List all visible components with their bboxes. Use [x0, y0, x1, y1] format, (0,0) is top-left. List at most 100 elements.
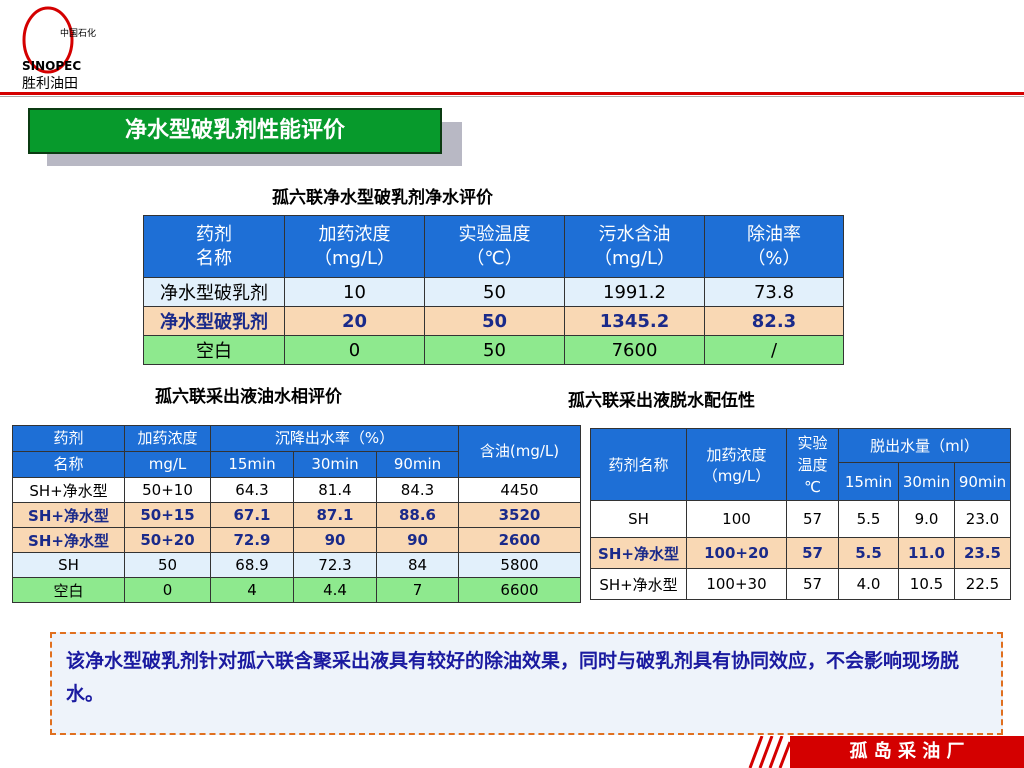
header-cell: 加药浓度 （mg/L） — [686, 428, 787, 501]
table-caption: 孤六联采出液油水相评价 — [155, 387, 342, 407]
table-cell: 5800 — [458, 552, 581, 578]
table-cell: 22.5 — [954, 568, 1011, 600]
header-text: （mg/L） — [313, 247, 396, 269]
table-cell: 68.9 — [210, 552, 294, 578]
header-text: 实验温度 — [458, 223, 531, 245]
table-row: SH+净水型 100+30 57 4.0 10.5 22.5 — [590, 568, 1011, 600]
table-row: SH+净水型 100+20 57 5.5 11.0 23.5 — [590, 537, 1011, 569]
table-cell: 1345.2 — [564, 306, 705, 336]
table-cell: SH+净水型 — [590, 537, 687, 569]
table-cell: 10 — [284, 277, 425, 307]
table-cell: 81.4 — [293, 477, 377, 503]
table-cell: 100+30 — [686, 568, 787, 600]
table-cell: 67.1 — [210, 502, 294, 528]
table-cell: 73.8 — [704, 277, 844, 307]
table-cell: 空白 — [12, 577, 125, 603]
header-cell: 药剂名称 — [143, 215, 285, 278]
header-cell: 脱出水量（ml） — [838, 428, 1011, 463]
header-text: 加药浓度 — [706, 445, 767, 464]
table-cell: 72.9 — [210, 527, 294, 553]
table-cell: 1991.2 — [564, 277, 705, 307]
table-cell: 50 — [424, 277, 565, 307]
header-cell: 药剂 — [12, 425, 125, 452]
table-cell: SH+净水型 — [590, 568, 687, 600]
table-row: 空白 0 4 4.4 7 6600 — [12, 577, 581, 603]
table-cell: 0 — [284, 335, 425, 365]
header-cell: 名称 — [12, 451, 125, 478]
header-cell: 15min — [210, 451, 294, 478]
header-row: 名称 mg/L 15min 30min 90min — [12, 451, 581, 478]
header-cell: mg/L — [124, 451, 211, 478]
table-cell: 10.5 — [898, 568, 955, 600]
table-cell: 0 — [124, 577, 211, 603]
table-cell: 87.1 — [293, 502, 377, 528]
header-text: 实验 — [797, 433, 828, 452]
table-cell: 7600 — [564, 335, 705, 365]
header-cell: 除油率 （%） — [704, 215, 844, 278]
table-cell: 50+10 — [124, 477, 211, 503]
table-cell: 4.0 — [838, 568, 899, 600]
table-caption: 孤六联净水型破乳剂净水评价 — [272, 188, 493, 208]
table-cell: 88.6 — [376, 502, 459, 528]
footer-label: 孤 岛 采 油 厂 — [790, 736, 1024, 768]
header-text: 温度 — [797, 455, 828, 474]
logo-sub: 胜利油田 — [22, 76, 78, 92]
table-cell: 7 — [376, 577, 459, 603]
table: 药剂 名称 加药浓度 （mg/L） 实验温度 （℃） 污水含油 （mg/L） 除油率 （%… — [143, 215, 844, 365]
table-cell: 50 — [424, 306, 565, 336]
table-cell: 2600 — [458, 527, 581, 553]
header-text: （℃） — [466, 247, 523, 269]
table-cell: 57 — [786, 500, 839, 538]
logo: 中国石化 SINOPEC 胜利油田 — [22, 6, 96, 92]
header-cell: 加药浓度 （mg/L） — [284, 215, 425, 278]
header-cell: 90min — [954, 462, 1011, 501]
conclusion-box — [50, 632, 1003, 735]
table-cell: SH+净水型 — [12, 477, 125, 503]
table-cell: 90 — [293, 527, 377, 553]
table-cell: 84 — [376, 552, 459, 578]
header-text: 污水含油 — [598, 223, 671, 245]
table-cell: 50 — [424, 335, 565, 365]
table: 药剂 加药浓度 沉降出水率（%） 含油(mg/L) 名称 mg/L 15min … — [12, 425, 581, 603]
table-body: 净水型破乳剂 10 50 1991.2 73.8 净水型破乳剂 20 50 1345.2 82.3… — [143, 277, 844, 365]
table-cell: 4450 — [458, 477, 581, 503]
header-cell: 实验温度 （℃） — [424, 215, 565, 278]
table-cell: 64.3 — [210, 477, 294, 503]
table-cell: 100+20 — [686, 537, 787, 569]
table-cell: 57 — [786, 568, 839, 600]
table-cell: / — [704, 335, 844, 365]
header-cell: 污水含油 （mg/L） — [564, 215, 705, 278]
table-cell: 11.0 — [898, 537, 955, 569]
table: 药剂名称 加药浓度 （mg/L） 实验 温度 ℃ 脱出水量（ml） 15min 30m… — [590, 428, 1011, 600]
table-row: SH+净水型 50+20 72.9 90 90 2600 — [12, 527, 581, 553]
header-text: （mg/L） — [702, 466, 771, 485]
footer-stripes — [748, 736, 790, 768]
header-text: 名称 — [196, 247, 232, 269]
header-text: （mg/L） — [593, 247, 676, 269]
conclusion-text: 该净水型破乳剂针对孤六联含聚采出液具有较好的除油效果，同时与破乳剂具有协同效应，… — [66, 650, 960, 705]
header-text: ℃ — [804, 477, 821, 496]
table-body: SH+净水型 50+10 64.3 81.4 84.3 4450 SH+净水型 50+15 67… — [12, 477, 581, 603]
header-cell: 30min — [898, 462, 955, 501]
logo-brand: SINOPEC — [22, 59, 81, 73]
table-cell: 50+15 — [124, 502, 211, 528]
header-text: 加药浓度 — [318, 223, 391, 245]
logo-ring — [22, 6, 74, 74]
table-cell: 90 — [376, 527, 459, 553]
stripe — [748, 736, 790, 768]
header-row: 15min 30min 90min — [591, 462, 1011, 501]
header-row: 药剂 加药浓度 沉降出水率（%） 含油(mg/L) — [12, 425, 581, 478]
table-cell: SH+净水型 — [12, 502, 125, 528]
header-rule — [0, 92, 1024, 95]
table-row: SH+净水型 50+15 67.1 87.1 88.6 3520 — [12, 502, 581, 528]
table-row: SH+净水型 50+10 64.3 81.4 84.3 4450 — [12, 477, 581, 503]
header-cell: 加药浓度 — [124, 425, 211, 452]
table-cell: 6600 — [458, 577, 581, 603]
header-text: （%） — [747, 247, 801, 269]
header-cell: 30min — [293, 451, 377, 478]
table-row: 净水型破乳剂 10 50 1991.2 73.8 — [143, 277, 844, 307]
header-rule — [0, 96, 1024, 97]
table-cell: 9.0 — [898, 500, 955, 538]
table-cell: 72.3 — [293, 552, 377, 578]
